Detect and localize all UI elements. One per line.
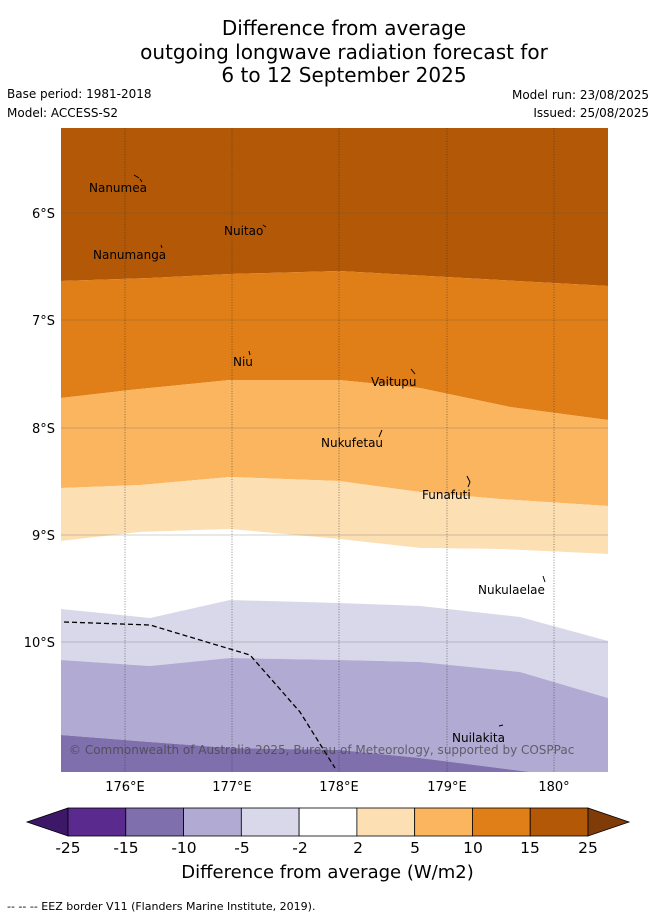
eez-border	[63, 621, 336, 769]
island-nuitao-shape	[262, 224, 267, 228]
colorbar-tick: -5	[234, 839, 249, 857]
colorbar-swatch	[356, 807, 416, 837]
lon-label-177e: 177°E	[212, 780, 252, 795]
latitude-gridlines	[61, 212, 608, 643]
island-nukulaelae-shape	[542, 575, 546, 583]
island-nukufetau-shape	[378, 429, 383, 438]
place-label-niu: Niu	[233, 355, 253, 369]
colorbar-tick: -15	[113, 839, 138, 857]
issued-date: Issued: 25/08/2025	[533, 106, 649, 120]
place-label-vaitupu: Vaitupu	[371, 375, 417, 389]
band-neutral	[61, 529, 608, 641]
title-line-3: 6 to 12 September 2025	[221, 63, 467, 87]
colorbar-tick: 2	[353, 839, 363, 857]
band-minus-10-15	[61, 735, 530, 772]
band-10-15	[61, 271, 608, 420]
lat-label-8s: 8°S	[32, 422, 55, 437]
colorbar-extend-high	[587, 807, 631, 837]
map-panel: Nanumea Nuitao Nanumanga Niu Vaitupu Nuk…	[24, 128, 608, 795]
band-minus-2-5	[61, 600, 608, 698]
band-5-10	[61, 380, 608, 506]
place-label-nuilakita: Nuilakita	[452, 731, 505, 745]
colorbar-swatch	[529, 807, 589, 837]
island-nuilakita-shape	[498, 724, 504, 727]
colorbar-swatch	[67, 807, 127, 837]
lon-label-176e: 176°E	[105, 780, 145, 795]
model-name: Model: ACCESS-S2	[7, 106, 119, 120]
colorbar-tick: 10	[463, 839, 483, 857]
place-label-nukufetau: Nukufetau	[321, 436, 383, 450]
colorbar-label: Difference from average (W/m2)	[181, 862, 474, 883]
island-nanumea-shape	[133, 174, 143, 183]
lon-label-180: 180°	[538, 780, 569, 795]
place-label-funafuti: Funafuti	[422, 488, 471, 502]
colorbar-swatch	[472, 807, 531, 837]
lat-label-7s: 7°S	[32, 314, 55, 329]
island-vaitupu-shape	[410, 368, 416, 375]
colorbar-extend-low	[25, 807, 69, 837]
colorbar-swatch	[414, 807, 473, 837]
colorbar-ticks: -25 -15 -10 -5 -2 2 5 10 15 25	[55, 839, 598, 857]
colorbar-swatch	[240, 807, 300, 837]
model-run: Model run: 23/08/2025	[511, 88, 649, 102]
island-outlines	[133, 174, 546, 727]
chart-title: Difference from average outgoing longwav…	[0, 16, 655, 88]
lon-label-179e: 179°E	[427, 780, 467, 795]
colorbar-swatch	[183, 807, 242, 837]
colorbar-tick: -10	[171, 839, 196, 857]
colorbar-tick: -25	[55, 839, 80, 857]
longitude-gridlines	[124, 128, 555, 772]
lat-label-9s: 9°S	[32, 529, 55, 544]
colorbar-swatch	[298, 807, 358, 837]
colorbar: -25 -15 -10 -5 -2 2 5 10 15 25	[25, 807, 631, 857]
colorbar-tick: 5	[410, 839, 420, 857]
place-label-nukulaelae: Nukulaelae	[478, 583, 545, 597]
lat-label-6s: 6°S	[32, 207, 55, 222]
eez-footnote: -- -- -- EEZ border V11 (Flanders Marine…	[7, 900, 316, 913]
band-15-25	[61, 128, 608, 286]
title-line-1: Difference from average	[221, 16, 467, 40]
colorbar-tick: 15	[520, 839, 540, 857]
colorbar-tick: 25	[578, 839, 598, 857]
lat-label-10s: 10°S	[24, 636, 55, 651]
title-line-2: outgoing longwave radiation forecast for	[140, 39, 548, 64]
copyright-text: © Commonwealth of Australia 2025, Bureau…	[69, 743, 574, 757]
place-label-nanumea: Nanumea	[89, 181, 147, 195]
colorbar-tick: -2	[292, 839, 307, 857]
place-label-nuitao: Nuitao	[224, 224, 263, 238]
band-minus-5-10	[61, 658, 608, 772]
lon-label-178e: 178°E	[319, 780, 359, 795]
island-niu-shape	[248, 350, 251, 356]
base-period: Base period: 1981-2018	[7, 87, 152, 101]
island-funafuti-shape	[466, 475, 471, 488]
island-nanumanga-shape	[160, 244, 163, 249]
colorbar-swatches	[25, 807, 631, 837]
place-label-nanumanga: Nanumanga	[93, 248, 166, 262]
colorbar-swatch	[125, 807, 184, 837]
